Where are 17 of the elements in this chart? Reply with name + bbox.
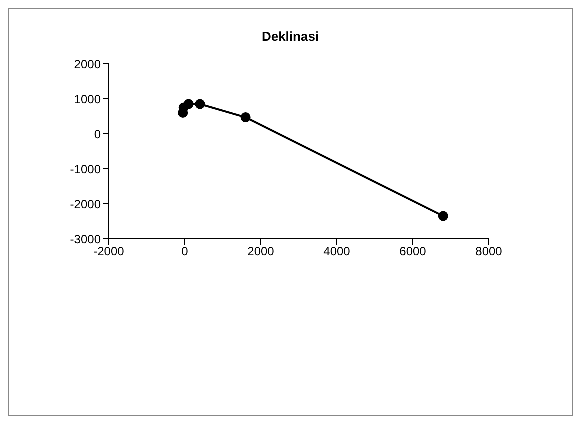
x-tick-label: 8000 [476, 244, 503, 259]
x-tick-label: 4000 [324, 244, 351, 259]
y-tick-label: -2000 [70, 197, 102, 212]
y-tick-label: 2000 [74, 57, 102, 72]
y-tick-label: -3000 [70, 232, 102, 246]
y-tick-label: 0 [94, 127, 102, 142]
y-tick-label: 1000 [74, 92, 102, 106]
x-tick-label: 2000 [248, 244, 275, 259]
point [240, 112, 251, 123]
x-tick-label: -2000 [94, 244, 125, 259]
point [438, 211, 448, 222]
x-tick-label: 0 [182, 244, 189, 259]
y-tick-label: -1000 [70, 162, 102, 176]
chart-title: Deklinasi [260, 28, 320, 44]
point [195, 99, 206, 110]
x-tick-label: 6000 [400, 244, 427, 259]
point [184, 99, 194, 110]
